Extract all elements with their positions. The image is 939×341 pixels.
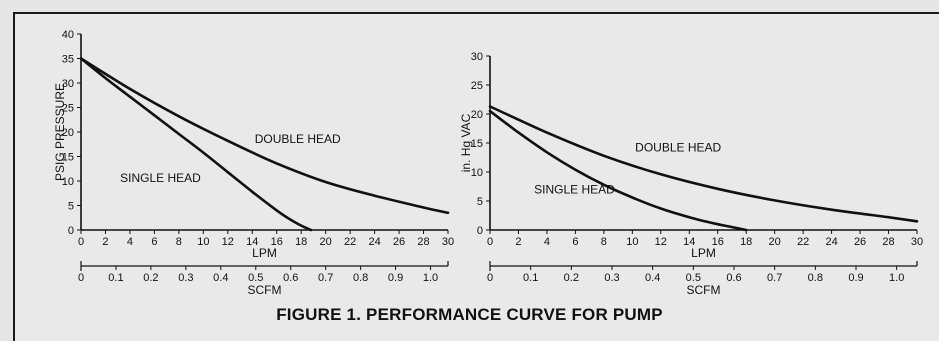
chart1-x-tick-label: 8 [176, 236, 182, 248]
chart1-secondary-x-tick-label: 0.6 [283, 272, 298, 284]
chart1-x-tick-label: 20 [320, 236, 332, 248]
chart1-secondary-x-tick-label: 0.7 [318, 272, 333, 284]
chart1-secondary-x-tick-label: 0.3 [178, 272, 193, 284]
chart2-x-axis-label: LPM [691, 246, 716, 260]
chart2-y-tick-label: 20 [471, 109, 483, 121]
chart2-x-tick-label: 22 [797, 236, 809, 248]
chart1-annotation-double-head: DOUBLE HEAD [255, 132, 341, 146]
figure-frame [13, 12, 939, 341]
chart1-x-tick-label: 28 [417, 236, 429, 248]
chart1-y-tick-label: 20 [62, 127, 74, 139]
chart1-secondary-x-tick-label: 0.1 [108, 272, 123, 284]
chart2-x-tick-label: 24 [825, 236, 837, 248]
chart1-secondary-x-tick-label: 0.5 [248, 272, 263, 284]
chart1-series-double-head [79, 57, 450, 215]
chart2-x-tick-label: 8 [601, 236, 607, 248]
chart2-secondary-x-tick-label: 1.0 [889, 272, 904, 284]
chart1-y-tick-label: 15 [62, 152, 74, 164]
chart2-y-tick-label: 25 [471, 80, 483, 92]
chart2-x-tick-label: 0 [487, 236, 493, 248]
chart2-x-tick-label: 16 [712, 236, 724, 248]
chart1-x-tick-label: 14 [246, 236, 258, 248]
chart2-secondary-x-tick-label: 0.1 [523, 272, 538, 284]
chart1-x-tick-label: 2 [102, 236, 108, 248]
chart2-secondary-x-tick-label: 0.8 [808, 272, 823, 284]
chart1-y-tick-label: 10 [62, 176, 74, 188]
chart2-x-tick-label: 18 [740, 236, 752, 248]
chart2-x-tick-label: 30 [911, 236, 923, 248]
chart1-x-tick-label: 18 [295, 236, 307, 248]
chart1-x-tick-label: 6 [151, 236, 157, 248]
chart1-x-tick-label: 0 [78, 236, 84, 248]
chart2-secondary-x-tick-label: 0.5 [686, 272, 701, 284]
chart1-x-tick-label: 30 [442, 236, 454, 248]
chart1-y-tick-label: 0 [68, 225, 74, 237]
chart1-y-tick-label: 35 [62, 54, 74, 66]
chart1-series-single-head [79, 57, 313, 232]
chart2-secondary-x-tick-label: 0.7 [767, 272, 782, 284]
chart2-y-tick-label: 10 [471, 167, 483, 179]
chart2-x-tick-label: 2 [515, 236, 521, 248]
chart1-x-tick-label: 16 [271, 236, 283, 248]
chart1-y-tick-label: 30 [62, 78, 74, 90]
figure-caption: FIGURE 1. PERFORMANCE CURVE FOR PUMP [276, 305, 663, 324]
chart2-series-double-head [488, 105, 919, 223]
chart1-y-tick-label: 5 [68, 201, 74, 213]
chart1-secondary-x-tick-label: 0.9 [388, 272, 403, 284]
chart2-secondary-x-tick-label: 0.4 [645, 272, 660, 284]
chart1-x-tick-label: 22 [344, 236, 356, 248]
chart2-x-tick-label: 4 [544, 236, 550, 248]
chart2-secondary-x-tick-label: 0 [487, 272, 493, 284]
chart1-x-tick-label: 24 [368, 236, 380, 248]
chart2-secondary-x-axis-label: SCFM [687, 283, 721, 297]
chart2-x-tick-label: 14 [683, 236, 695, 248]
chart1-secondary-x-tick-label: 1.0 [423, 272, 438, 284]
chart2-y-axis-label: in. Hg VAC [459, 113, 473, 172]
chart2-secondary-x-tick-label: 0.9 [848, 272, 863, 284]
chart1-x-tick-label: 12 [222, 236, 234, 248]
chart2-series-single-head [488, 109, 748, 232]
chart2-annotation-single-head: SINGLE HEAD [534, 182, 615, 196]
chart1-x-tick-label: 26 [393, 236, 405, 248]
chart1-y-tick-label: 40 [62, 29, 74, 41]
chart2-x-tick-label: 28 [882, 236, 894, 248]
chart1-y-tick-label: 25 [62, 103, 74, 115]
chart1-secondary-x-axis-label: SCFM [248, 283, 282, 297]
chart2-x-tick-label: 10 [626, 236, 638, 248]
chart2-annotation-double-head: DOUBLE HEAD [635, 141, 721, 155]
chart1-x-axis-label: LPM [252, 246, 277, 260]
chart1-secondary-x-tick-label: 0.4 [213, 272, 228, 284]
chart2-secondary-x-tick-label: 0.2 [564, 272, 579, 284]
chart1-secondary-x-tick-label: 0.2 [143, 272, 158, 284]
chart1-x-tick-label: 4 [127, 236, 133, 248]
chart2-x-tick-label: 26 [854, 236, 866, 248]
chart1-secondary-x-tick-label: 0 [78, 272, 84, 284]
chart1-y-axis-label: PSIG PRESSURE [53, 83, 67, 181]
chart1-secondary-x-tick-label: 0.8 [353, 272, 368, 284]
chart1-annotation-single-head: SINGLE HEAD [120, 171, 201, 185]
chart2-y-tick-label: 0 [477, 225, 483, 237]
chart2-y-tick-label: 15 [471, 138, 483, 150]
chart1-x-tick-label: 10 [197, 236, 209, 248]
chart2-secondary-x-tick-label: 0.3 [604, 272, 619, 284]
chart2-secondary-x-tick-label: 0.6 [726, 272, 741, 284]
chart2-x-tick-label: 12 [655, 236, 667, 248]
chart2-x-tick-label: 6 [572, 236, 578, 248]
chart2-x-tick-label: 20 [769, 236, 781, 248]
chart2-y-tick-label: 30 [471, 51, 483, 63]
chart2-y-tick-label: 5 [477, 196, 483, 208]
